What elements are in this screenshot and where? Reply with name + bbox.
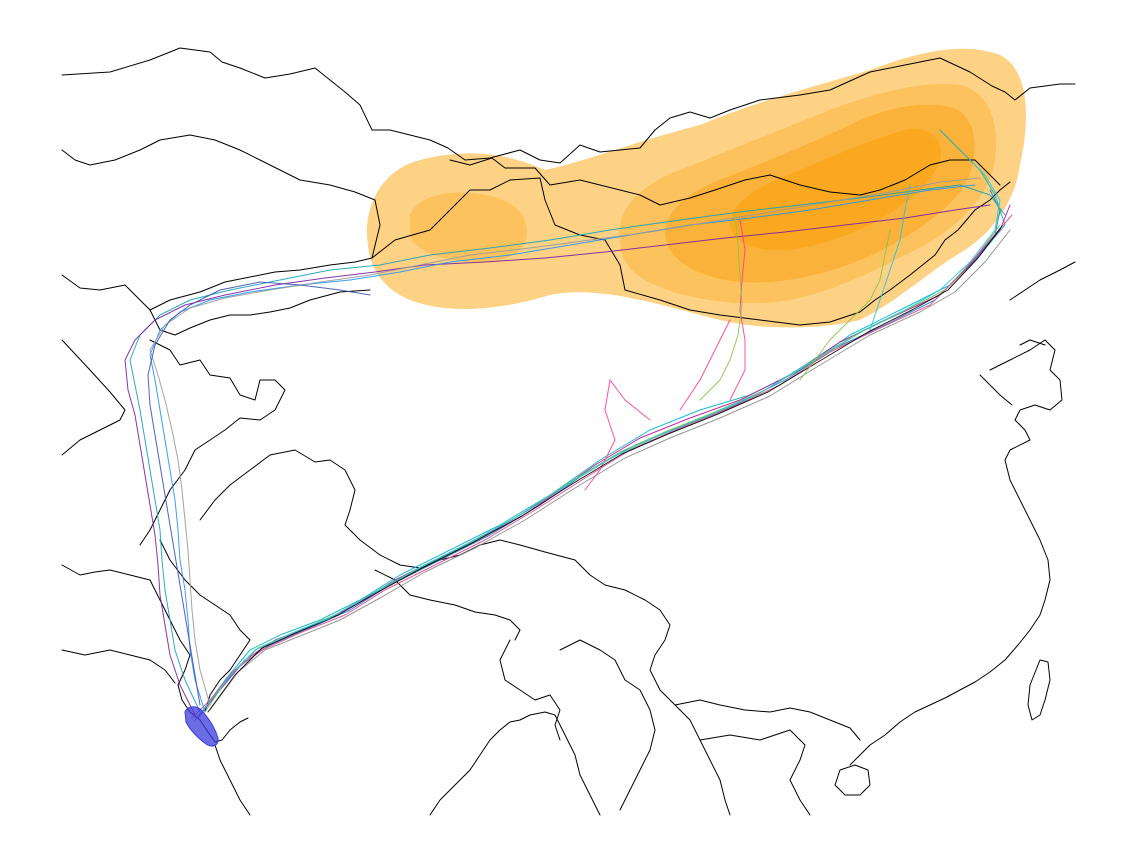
border-nepal — [374, 569, 521, 641]
island-hainan — [834, 764, 871, 796]
border-iran-south — [61, 649, 176, 684]
border-north-mongolia-west — [61, 134, 381, 259]
border-myanmar — [559, 639, 656, 811]
border-afghanistan — [139, 339, 286, 546]
border-china-vietnam — [674, 699, 861, 741]
coast-bay-of-bengal — [429, 711, 601, 816]
cluster-marker-icon — [184, 706, 219, 747]
border-tajik-kyrgyz — [149, 289, 371, 336]
coast-east-china — [849, 261, 1076, 766]
island-taiwan — [1027, 659, 1051, 721]
track-05 — [209, 229, 1011, 711]
track-15 — [147, 281, 371, 706]
density-level-2b — [410, 192, 528, 262]
border-central-asia-north — [61, 47, 1076, 164]
coast-korea-strip — [979, 339, 1046, 406]
track-11 — [584, 219, 746, 491]
border-kazakh-west — [61, 257, 373, 311]
border-indochina — [674, 704, 811, 816]
wintering-cluster — [184, 706, 219, 747]
density-level-4 — [729, 129, 941, 251]
track-10 — [149, 177, 981, 706]
track-14 — [699, 214, 891, 401]
track-08 — [124, 204, 991, 716]
breeding-density-layer — [366, 48, 1026, 328]
track-01 — [199, 129, 1006, 716]
border-mongolia-north — [449, 157, 1001, 206]
migration-tracks-layer — [124, 129, 1013, 721]
border-mongolia-south — [371, 177, 1011, 326]
border-pakistan-india — [159, 539, 251, 713]
border-central-asia-south — [61, 339, 126, 456]
track-13 — [201, 159, 1001, 713]
track-12 — [207, 225, 1003, 713]
track-06 — [191, 214, 1013, 719]
border-bangladesh — [499, 639, 561, 741]
